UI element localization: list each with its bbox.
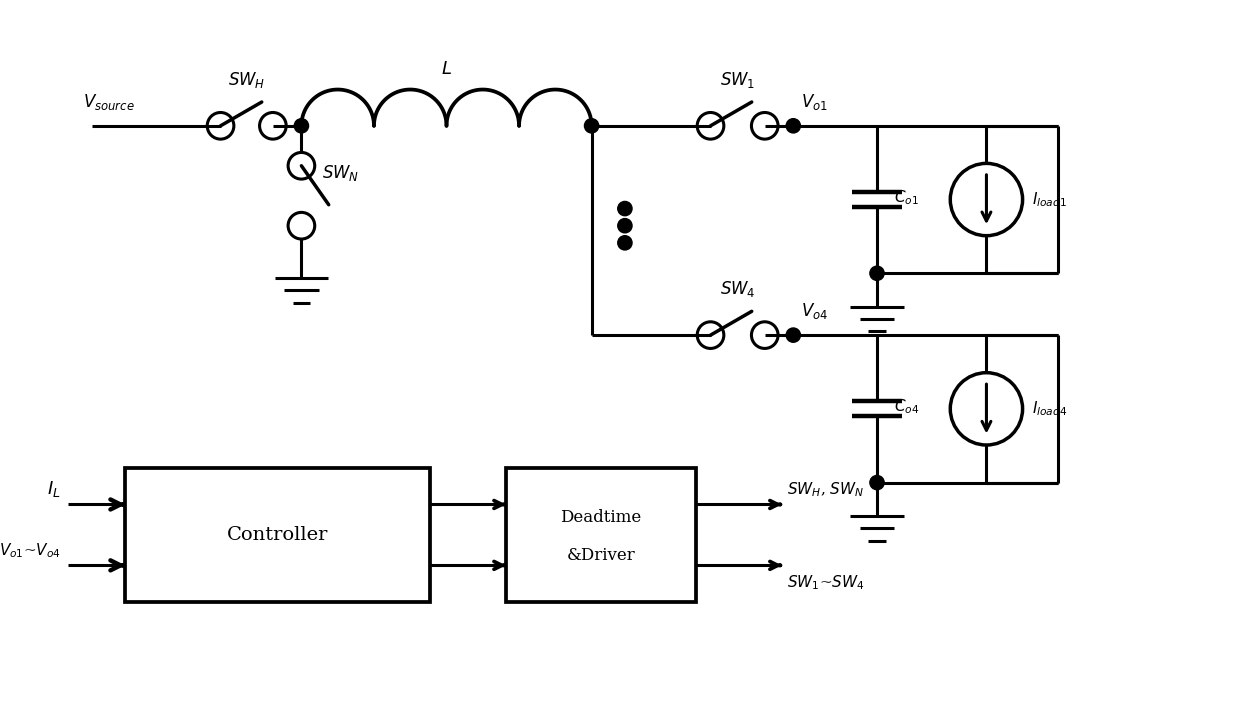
Text: $SW_1$~$SW_4$: $SW_1$~$SW_4$ xyxy=(787,573,865,592)
Circle shape xyxy=(787,328,800,342)
Text: Deadtime: Deadtime xyxy=(560,509,642,526)
Text: $SW_N$: $SW_N$ xyxy=(322,164,359,183)
Text: $SW_1$: $SW_1$ xyxy=(720,70,756,90)
Text: $C_{o1}$: $C_{o1}$ xyxy=(895,188,919,206)
Circle shape xyxy=(585,119,598,133)
Circle shape xyxy=(870,476,885,490)
Bar xyxy=(506,468,696,601)
Text: $V_{source}$: $V_{source}$ xyxy=(83,91,134,111)
Text: $SW_H$: $SW_H$ xyxy=(228,70,265,90)
Text: $V_{o4}$: $V_{o4}$ xyxy=(800,301,828,321)
Text: $I_{load4}$: $I_{load4}$ xyxy=(1032,400,1068,418)
Circle shape xyxy=(787,119,800,133)
Text: $I_{load1}$: $I_{load1}$ xyxy=(1032,190,1067,209)
Text: $SW_4$: $SW_4$ xyxy=(720,279,756,299)
Text: $V_{o1}$: $V_{o1}$ xyxy=(800,91,828,111)
Text: Controller: Controller xyxy=(227,526,328,544)
Text: $V_{o1}$~$V_{o4}$: $V_{o1}$~$V_{o4}$ xyxy=(0,541,61,560)
Circle shape xyxy=(618,218,632,233)
Circle shape xyxy=(618,236,632,250)
Circle shape xyxy=(618,201,632,216)
Text: $C_{o4}$: $C_{o4}$ xyxy=(895,397,919,416)
Text: $SW_H$, $SW_N$: $SW_H$, $SW_N$ xyxy=(787,480,864,499)
Text: $L$: $L$ xyxy=(441,60,452,79)
Circle shape xyxy=(870,266,885,281)
Text: $I_L$: $I_L$ xyxy=(47,479,61,499)
Circle shape xyxy=(295,119,309,133)
Bar xyxy=(125,468,430,601)
Text: &Driver: &Driver xyxy=(566,548,636,564)
